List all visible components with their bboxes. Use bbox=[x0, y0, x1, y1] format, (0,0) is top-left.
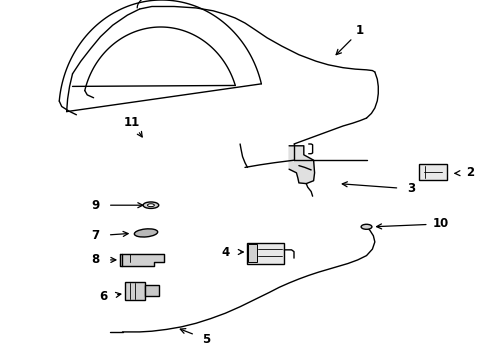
Text: 10: 10 bbox=[433, 217, 449, 230]
Text: 4: 4 bbox=[221, 246, 229, 258]
FancyBboxPatch shape bbox=[247, 243, 284, 264]
Text: 8: 8 bbox=[92, 253, 99, 266]
Text: 9: 9 bbox=[92, 199, 99, 212]
FancyBboxPatch shape bbox=[145, 285, 159, 296]
Text: 3: 3 bbox=[408, 183, 416, 195]
Ellipse shape bbox=[143, 202, 159, 208]
FancyBboxPatch shape bbox=[248, 244, 257, 262]
Text: 11: 11 bbox=[124, 116, 141, 129]
FancyBboxPatch shape bbox=[419, 164, 447, 180]
Text: 1: 1 bbox=[356, 24, 364, 37]
Text: 6: 6 bbox=[99, 291, 107, 303]
Ellipse shape bbox=[361, 224, 372, 229]
FancyBboxPatch shape bbox=[125, 282, 145, 300]
Polygon shape bbox=[289, 146, 315, 184]
Text: 2: 2 bbox=[466, 166, 474, 179]
Text: 5: 5 bbox=[202, 333, 210, 346]
Text: 7: 7 bbox=[92, 229, 99, 242]
Ellipse shape bbox=[147, 204, 154, 207]
Polygon shape bbox=[120, 254, 164, 266]
Ellipse shape bbox=[134, 229, 158, 237]
